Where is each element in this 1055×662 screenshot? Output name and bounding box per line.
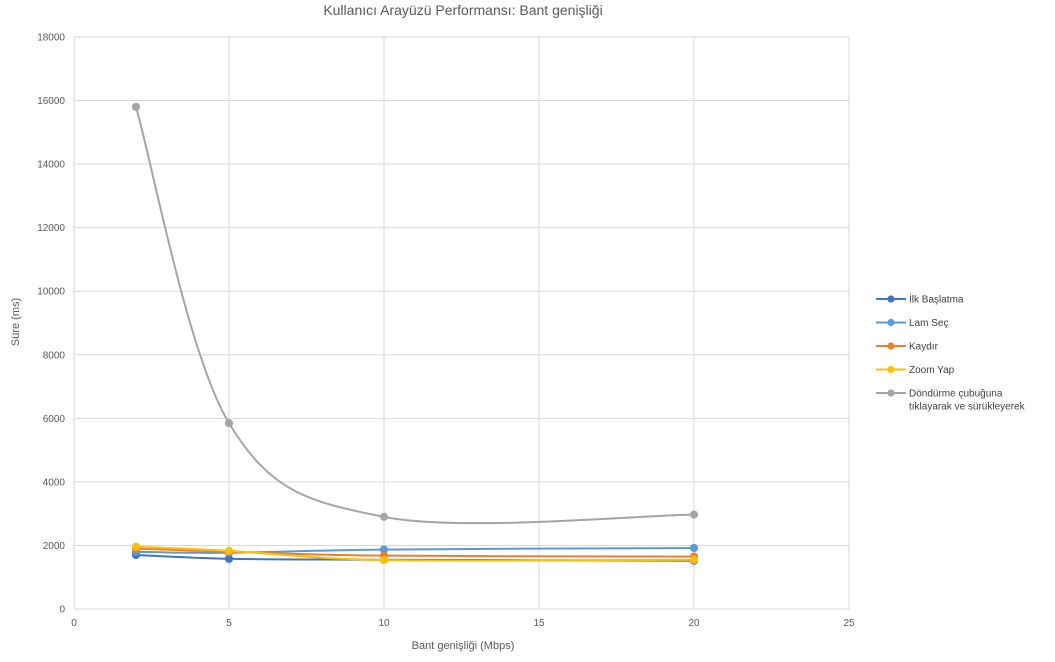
data-point [689,555,699,564]
data-point [131,542,141,551]
legend-item: İlk Başlatma [876,293,964,306]
x-tick-label: 5 [226,618,232,629]
series-line [135,106,695,525]
legend-marker [887,389,895,397]
x-tick-label: 0 [71,618,77,629]
legend-label: Zoom Yap [909,365,955,376]
legend-label: Lam Seç [909,318,948,329]
legend-label-line: Döndürme çubuğuna [909,389,1003,400]
x-tick-label: 25 [843,618,855,629]
data-point [689,543,699,553]
series-line [135,546,695,554]
x-axis-label: Bant genişliği (Mbps) [412,640,515,652]
data-point [224,419,234,428]
legend-marker [887,318,895,327]
series-line [135,545,695,562]
legend-item: Kaydır [876,342,939,353]
legend-label: Döndürme çubuğuna tıklayarak ve sürükleye… [909,389,1026,413]
y-tick-label: 12000 [37,223,65,234]
legend-item: Döndürme çubuğuna tıklayarak ve sürükleye… [876,389,1026,413]
y-tick-label: 2000 [43,541,66,552]
legend-marker [887,342,895,350]
legend-marker [887,295,895,303]
y-tick-label: 8000 [43,350,66,361]
legend-label: İlk Başlatma [909,293,964,306]
y-tick-label: 6000 [43,414,66,425]
series-layer [131,102,699,565]
legend-item: Zoom Yap [876,365,955,376]
data-point [379,512,389,521]
legend-item: Lam Seç [876,318,948,329]
y-tick-label: 0 [59,605,65,616]
data-point [379,555,389,565]
legend-marker [887,365,895,374]
data-point [131,102,141,112]
legend: İlk Başlatma Lam Seç Kaydır Zoom Yap Döndürm… [876,293,1026,413]
x-tick-label: 15 [533,618,545,629]
y-axis-label: Süre (ms) [10,298,22,346]
chart-title: Kullanıcı Arayüzü Performansı: Bant geni… [323,2,602,18]
legend-label: Kaydır [909,342,939,353]
y-tick-label: 18000 [37,33,65,44]
y-tick-label: 14000 [37,160,65,171]
series-5 [131,102,699,525]
y-tick-label: 10000 [37,287,65,298]
series-4 [131,542,699,565]
data-point [689,510,699,519]
series-line [135,547,695,558]
y-tick-label: 4000 [43,477,66,488]
y-tick-label: 16000 [37,96,65,107]
x-tick-label: 20 [688,618,700,629]
x-tick-label: 10 [378,618,390,629]
data-point [224,546,234,555]
legend-label-line: tıklayarak ve sürükleyerek [909,402,1026,413]
tick-layer: 0 2000 4000 6000 8000 10000 12000 14000 16000 180… [37,33,855,630]
